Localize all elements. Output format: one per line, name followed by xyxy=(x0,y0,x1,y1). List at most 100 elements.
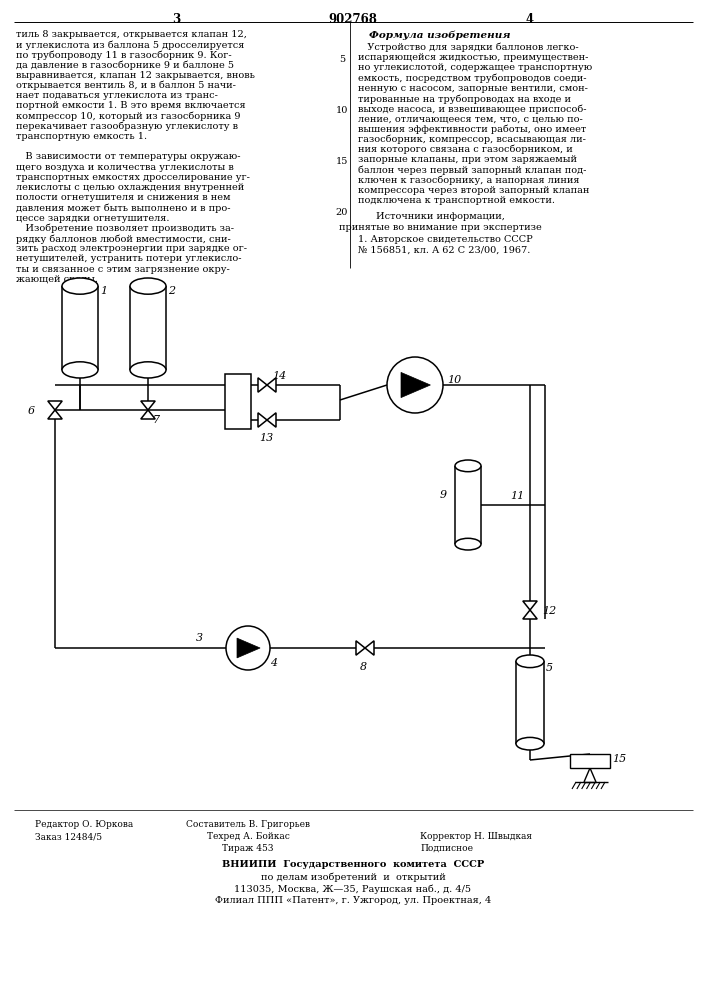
Text: лекислоты с целью охлаждения внутренней: лекислоты с целью охлаждения внутренней xyxy=(16,183,244,192)
Text: 1. Авторское свидетельство СССР: 1. Авторское свидетельство СССР xyxy=(358,235,533,244)
Text: емкость, посредством трубопроводов соеди-: емкость, посредством трубопроводов соеди… xyxy=(358,74,587,83)
Text: 15: 15 xyxy=(336,157,348,166)
Text: запорные клапаны, при этом заряжаемый: запорные клапаны, при этом заряжаемый xyxy=(358,155,577,164)
Text: нает подаваться углекислота из транс-: нает подаваться углекислота из транс- xyxy=(16,91,218,100)
Text: транспортных емкостях дросселирование уг-: транспортных емкостях дросселирование уг… xyxy=(16,173,250,182)
Text: полости огнетушителя и снижения в нем: полости огнетушителя и снижения в нем xyxy=(16,193,230,202)
Polygon shape xyxy=(365,641,374,655)
Text: перекачивает газообразную углекислоту в: перекачивает газообразную углекислоту в xyxy=(16,122,238,131)
Text: ВНИИПИ  Государственного  комитета  СССР: ВНИИПИ Государственного комитета СССР xyxy=(222,860,484,869)
Text: 113035, Москва, Ж—35, Раушская наб., д. 4/5: 113035, Москва, Ж—35, Раушская наб., д. … xyxy=(235,884,472,894)
Text: рядку баллонов любой вместимости, сни-: рядку баллонов любой вместимости, сни- xyxy=(16,234,230,243)
Text: вышения эффективности работы, оно имеет: вышения эффективности работы, оно имеет xyxy=(358,125,586,134)
Ellipse shape xyxy=(455,538,481,550)
Text: по трубопроводу 11 в газосборник 9. Ког-: по трубопроводу 11 в газосборник 9. Ког- xyxy=(16,50,232,60)
Text: 1: 1 xyxy=(100,286,107,296)
Text: 5: 5 xyxy=(339,55,345,64)
Text: зить расход электроэнергии при зарядке ог-: зить расход электроэнергии при зарядке о… xyxy=(16,244,247,253)
Text: но углекислотой, содержащее транспортную: но углекислотой, содержащее транспортную xyxy=(358,63,592,72)
Text: газосборник, компрессор, всасывающая ли-: газосборник, компрессор, всасывающая ли- xyxy=(358,135,586,144)
Text: испаряющейся жидкостью, преимуществен-: испаряющейся жидкостью, преимуществен- xyxy=(358,53,588,62)
Text: ление, отличающееся тем, что, с целью по-: ление, отличающееся тем, что, с целью по… xyxy=(358,114,583,123)
Ellipse shape xyxy=(62,278,98,294)
Ellipse shape xyxy=(455,460,481,472)
Polygon shape xyxy=(48,401,62,410)
Text: щего воздуха и количества углекислоты в: щего воздуха и количества углекислоты в xyxy=(16,163,234,172)
Text: Редактор О. Юркова: Редактор О. Юркова xyxy=(35,820,133,829)
Text: 6: 6 xyxy=(28,406,35,416)
Text: Техред А. Бойкас: Техред А. Бойкас xyxy=(206,832,289,841)
Text: 13: 13 xyxy=(259,433,273,443)
Text: 10: 10 xyxy=(336,106,348,115)
Ellipse shape xyxy=(130,362,166,378)
Text: принятые во внимание при экспертизе: принятые во внимание при экспертизе xyxy=(339,223,542,232)
Text: Подписное: Подписное xyxy=(420,844,473,853)
Polygon shape xyxy=(48,410,62,419)
Text: 4: 4 xyxy=(270,658,277,668)
Bar xyxy=(225,374,251,429)
Text: Составитель В. Григорьев: Составитель В. Григорьев xyxy=(186,820,310,829)
Ellipse shape xyxy=(516,655,544,668)
Text: баллон через первый запорный клапан под-: баллон через первый запорный клапан под- xyxy=(358,165,586,175)
Polygon shape xyxy=(267,378,276,392)
Text: 10: 10 xyxy=(447,375,461,385)
Text: 2: 2 xyxy=(168,286,175,296)
Text: 20: 20 xyxy=(336,208,348,217)
Text: ния которого связана с газосборником, и: ния которого связана с газосборником, и xyxy=(358,145,573,154)
Text: 15: 15 xyxy=(612,754,626,764)
Text: тиль 8 закрывается, открывается клапан 12,: тиль 8 закрывается, открывается клапан 1… xyxy=(16,30,247,39)
Text: В зависимости от температуры окружаю-: В зависимости от температуры окружаю- xyxy=(16,152,240,161)
Text: 14: 14 xyxy=(272,371,286,381)
Polygon shape xyxy=(237,638,260,658)
Text: выравнивается, клапан 12 закрывается, вновь: выравнивается, клапан 12 закрывается, вн… xyxy=(16,71,255,80)
Text: Изобретение позволяет производить за-: Изобретение позволяет производить за- xyxy=(16,224,234,233)
Polygon shape xyxy=(258,378,267,392)
Text: ты и связанное с этим загрязнение окру-: ты и связанное с этим загрязнение окру- xyxy=(16,265,230,274)
Polygon shape xyxy=(141,410,156,419)
Polygon shape xyxy=(356,641,365,655)
Text: компрессора через второй запорный клапан: компрессора через второй запорный клапан xyxy=(358,186,590,195)
Text: Устройство для зарядки баллонов легко-: Устройство для зарядки баллонов легко- xyxy=(358,43,578,52)
Polygon shape xyxy=(267,413,276,427)
Text: Тираж 453: Тираж 453 xyxy=(222,844,274,853)
Text: по делам изобретений  и  открытий: по делам изобретений и открытий xyxy=(261,872,445,882)
Text: и углекислота из баллона 5 дросселируется: и углекислота из баллона 5 дросселируетс… xyxy=(16,40,245,50)
Text: 9: 9 xyxy=(440,490,447,500)
Text: 4: 4 xyxy=(526,13,534,26)
Polygon shape xyxy=(258,413,267,427)
Circle shape xyxy=(226,626,270,670)
Text: ненную с насосом, запорные вентили, смон-: ненную с насосом, запорные вентили, смон… xyxy=(358,84,588,93)
Bar xyxy=(570,754,610,768)
Text: 3: 3 xyxy=(172,13,180,26)
Text: цессе зарядки огнетушителя.: цессе зарядки огнетушителя. xyxy=(16,214,170,223)
Text: 902768: 902768 xyxy=(329,13,378,26)
Text: да давление в газосборнике 9 и баллоне 5: да давление в газосборнике 9 и баллоне 5 xyxy=(16,61,234,70)
Text: Корректор Н. Швыдкая: Корректор Н. Швыдкая xyxy=(420,832,532,841)
Text: 8: 8 xyxy=(360,662,367,672)
Text: 7: 7 xyxy=(153,415,160,425)
Text: ключен к газосборнику, а напорная линия: ключен к газосборнику, а напорная линия xyxy=(358,176,580,185)
Polygon shape xyxy=(401,372,431,398)
Circle shape xyxy=(387,357,443,413)
Ellipse shape xyxy=(516,737,544,750)
Text: Филиал ППП «Патент», г. Ужгород, ул. Проектная, 4: Филиал ППП «Патент», г. Ужгород, ул. Про… xyxy=(215,896,491,905)
Text: № 156851, кл. A 62 C 23/00, 1967.: № 156851, кл. A 62 C 23/00, 1967. xyxy=(358,246,530,255)
Text: открывается вентиль 8, и в баллон 5 начи-: открывается вентиль 8, и в баллон 5 начи… xyxy=(16,81,236,91)
Text: 5: 5 xyxy=(546,663,553,673)
Text: 12: 12 xyxy=(542,606,556,616)
Polygon shape xyxy=(141,401,156,410)
Text: нетушителей, устранить потери углекисло-: нетушителей, устранить потери углекисло- xyxy=(16,254,242,263)
Text: Заказ 12484/5: Заказ 12484/5 xyxy=(35,832,102,841)
Text: выходе насоса, и взвешивающее приспособ-: выходе насоса, и взвешивающее приспособ- xyxy=(358,104,587,114)
Ellipse shape xyxy=(130,278,166,294)
Polygon shape xyxy=(522,601,537,610)
Text: 11: 11 xyxy=(510,491,525,501)
Text: транспортную емкость 1.: транспортную емкость 1. xyxy=(16,132,147,141)
Text: компрессор 10, который из газосборника 9: компрессор 10, который из газосборника 9 xyxy=(16,112,240,121)
Text: Источники информации,: Источники информации, xyxy=(375,212,504,221)
Text: тированные на трубопроводах на входе и: тированные на трубопроводах на входе и xyxy=(358,94,571,104)
Ellipse shape xyxy=(62,362,98,378)
Text: жающей среды.: жающей среды. xyxy=(16,275,98,284)
Text: подключена к транспортной емкости.: подключена к транспортной емкости. xyxy=(358,196,555,205)
Text: портной емкости 1. В это время включается: портной емкости 1. В это время включаетс… xyxy=(16,101,245,110)
